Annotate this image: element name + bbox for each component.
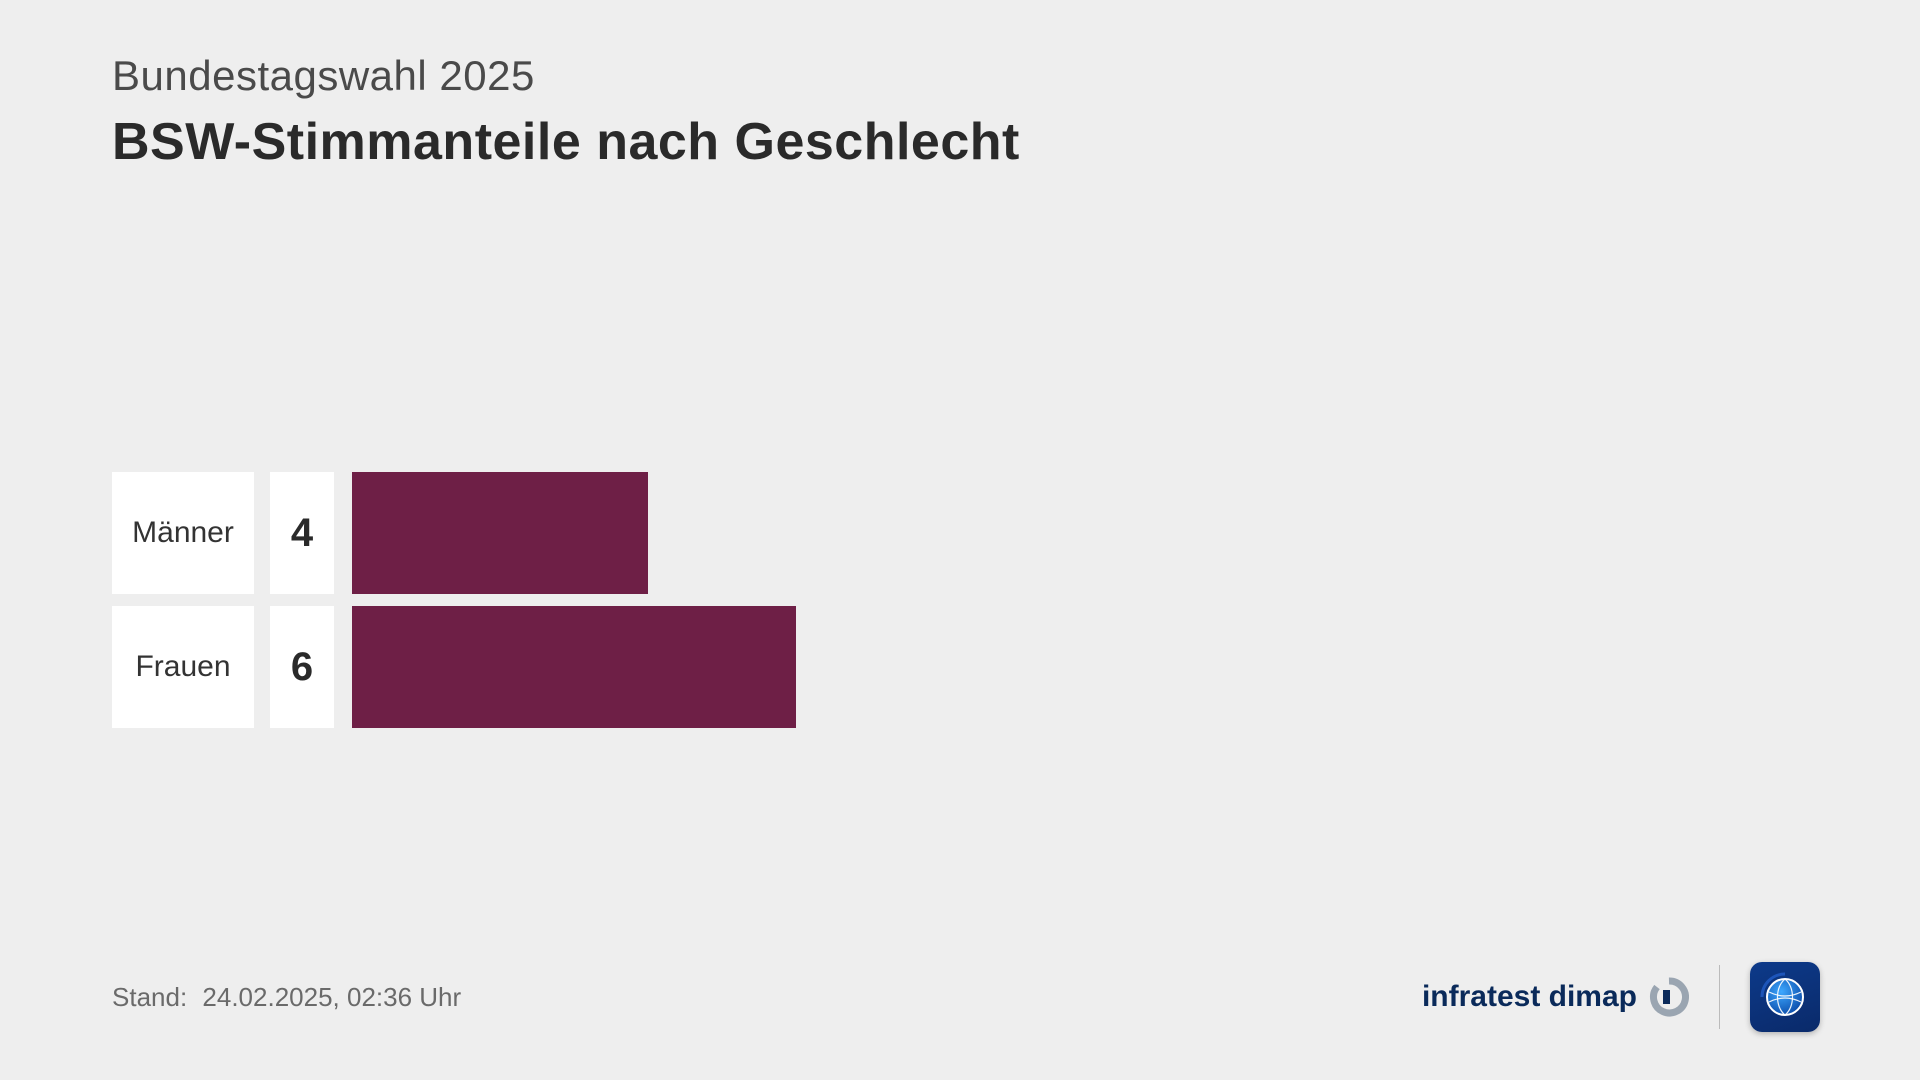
dimap-icon bbox=[1649, 977, 1689, 1017]
source-name: infratest dimap bbox=[1422, 980, 1637, 1014]
bar bbox=[352, 472, 648, 594]
globe-icon bbox=[1760, 972, 1810, 1022]
category-label: Frauen bbox=[112, 606, 254, 728]
bar-chart: Männer4Frauen6 bbox=[112, 472, 796, 740]
chart-header: Bundestagswahl 2025 BSW-Stimmanteile nac… bbox=[112, 52, 1020, 172]
value-label: 6 bbox=[270, 606, 334, 728]
category-label: Männer bbox=[112, 472, 254, 594]
logo-divider bbox=[1719, 965, 1720, 1029]
chart-row: Männer4 bbox=[112, 472, 796, 594]
supertitle: Bundestagswahl 2025 bbox=[112, 52, 1020, 100]
timestamp-label: Stand: bbox=[112, 982, 187, 1012]
network-logo bbox=[1750, 962, 1820, 1032]
chart-title: BSW-Stimmanteile nach Geschlecht bbox=[112, 112, 1020, 172]
source-logo: infratest dimap bbox=[1422, 977, 1689, 1017]
timestamp: Stand: 24.02.2025, 02:36 Uhr bbox=[112, 982, 461, 1013]
chart-row: Frauen6 bbox=[112, 606, 796, 728]
chart-footer: Stand: 24.02.2025, 02:36 Uhr infratest d… bbox=[112, 962, 1820, 1032]
value-label: 4 bbox=[270, 472, 334, 594]
logo-group: infratest dimap bbox=[1422, 962, 1820, 1032]
bar bbox=[352, 606, 796, 728]
timestamp-value: 24.02.2025, 02:36 Uhr bbox=[202, 982, 461, 1012]
